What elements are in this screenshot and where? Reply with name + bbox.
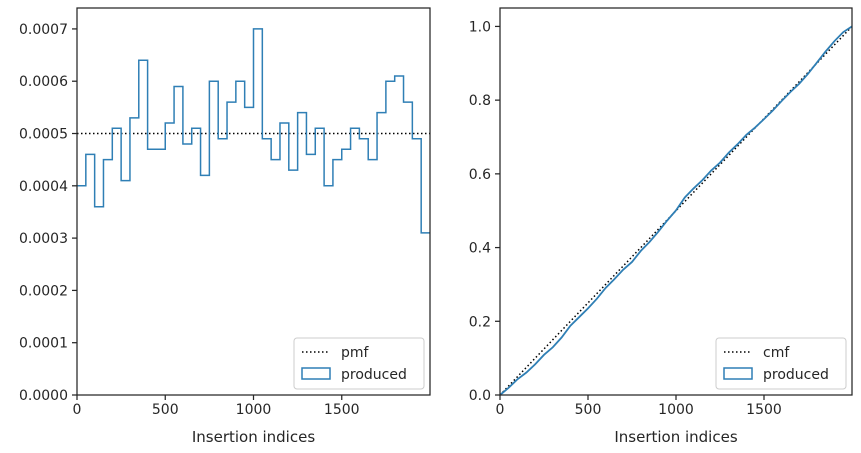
right-axes-frame bbox=[499, 7, 853, 396]
right-y-tick-label: 0.4 bbox=[469, 241, 491, 257]
left-y-tick-label: 0.0001 bbox=[19, 336, 68, 352]
left-y-tick-label: 0.0004 bbox=[19, 179, 68, 195]
left-y-tick-label: 0.0003 bbox=[19, 231, 68, 247]
left-x-tick-label: 1500 bbox=[324, 402, 360, 418]
left-axes-frame bbox=[76, 7, 431, 396]
left-y-tick-label: 0.0006 bbox=[19, 74, 68, 90]
left-y-tick-label: 0.0007 bbox=[19, 22, 68, 38]
right-chart-panel: 0 500 1000 1500 0.0 0.2 0.4 0.6 0.8 1.0 Insertion… bbox=[469, 7, 853, 446]
right-legend-produced-swatch bbox=[723, 367, 753, 380]
left-y-tick-label: 0.0005 bbox=[19, 127, 68, 143]
right-legend: cmf produced bbox=[715, 337, 847, 390]
right-x-tick-label: 500 bbox=[575, 402, 602, 418]
right-y-tick-label: 0.2 bbox=[469, 314, 491, 330]
right-legend-cmf-label: cmf bbox=[763, 345, 790, 361]
right-y-tick-label: 0.8 bbox=[469, 93, 491, 109]
right-x-tick-label: 0 bbox=[496, 402, 505, 418]
left-y-tick-label: 0.0000 bbox=[19, 388, 68, 404]
left-plot-marks bbox=[77, 28, 430, 234]
right-axis-ticks: 0 500 1000 1500 0.0 0.2 0.4 0.6 0.8 1.0 bbox=[469, 19, 782, 418]
right-plot-marks bbox=[499, 25, 853, 396]
left-legend-box bbox=[293, 337, 425, 390]
right-legend-produced-label: produced bbox=[763, 367, 829, 383]
right-x-tick-label: 1500 bbox=[746, 402, 782, 418]
left-x-tick-label: 1000 bbox=[236, 402, 272, 418]
left-legend-produced-swatch bbox=[301, 367, 331, 380]
right-y-tick-label: 0.0 bbox=[469, 388, 491, 404]
left-produced-series bbox=[77, 28, 430, 234]
right-y-tick-label: 1.0 bbox=[469, 19, 491, 35]
left-x-tick-label: 500 bbox=[152, 402, 179, 418]
left-x-tick-label: 0 bbox=[73, 402, 82, 418]
left-legend-pmf-label: pmf bbox=[341, 345, 370, 361]
right-legend-box bbox=[715, 337, 847, 390]
left-axis-ticks: 0 500 1000 1500 0.0000 0.0001 0.0002 0.0003 0.00… bbox=[19, 22, 360, 418]
right-x-tick-label: 1000 bbox=[658, 402, 694, 418]
left-y-tick-label: 0.0002 bbox=[19, 283, 68, 299]
right-y-tick-label: 0.6 bbox=[469, 167, 491, 183]
left-chart-panel: 0 500 1000 1500 0.0000 0.0001 0.0002 0.0003 0.00… bbox=[19, 7, 431, 446]
right-cmf-reference-line bbox=[499, 25, 853, 396]
right-produced-series bbox=[499, 25, 853, 396]
left-legend: pmf produced bbox=[293, 337, 425, 390]
left-legend-produced-label: produced bbox=[341, 367, 407, 383]
right-x-axis-label: Insertion indices bbox=[614, 428, 737, 446]
left-x-axis-label: Insertion indices bbox=[192, 428, 315, 446]
